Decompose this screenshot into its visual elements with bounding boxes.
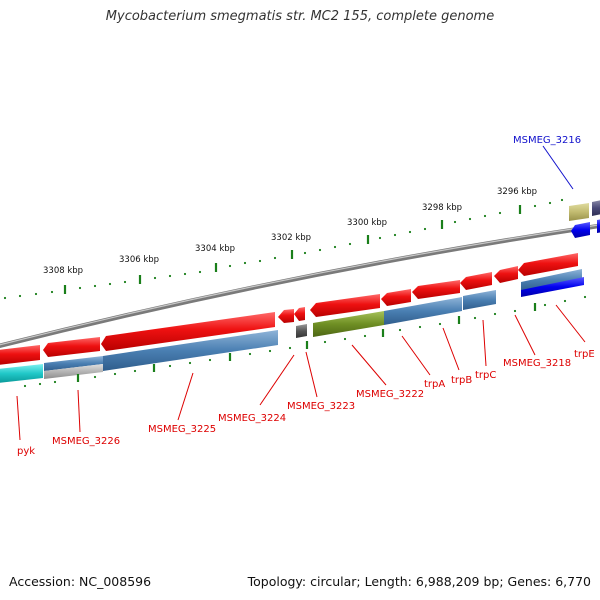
gene-labels: MSMEG_3216 trpE MSMEG_3218 trpC trpB trp… (17, 135, 595, 457)
inner-ruler-ticks (76, 303, 537, 382)
gene-label-trpB[interactable]: trpB (451, 375, 472, 386)
feature-bar[interactable] (569, 203, 589, 221)
gene-arrow[interactable] (494, 266, 518, 283)
gene-label-trpE[interactable]: trpE (574, 349, 595, 360)
gene-arrow[interactable] (278, 309, 294, 323)
gene-leader-line (542, 145, 574, 190)
gene-label-MSMEG_3225[interactable]: MSMEG_3225 (148, 424, 216, 435)
inner-ruler-dots (23, 295, 587, 388)
feature-bar[interactable] (103, 330, 278, 371)
ruler-label: 3306 kbp (119, 255, 159, 265)
feature-bar[interactable] (592, 200, 600, 216)
feature-bar[interactable] (44, 364, 103, 379)
gene-label-MSMEG_3216[interactable]: MSMEG_3216 (513, 135, 581, 146)
ruler-labels: 3296 kbp 3298 kbp 3300 kbp 3302 kbp 3304… (43, 187, 537, 276)
ruler-label: 3300 kbp (347, 218, 387, 228)
gene-arrow[interactable] (460, 272, 492, 290)
ruler-label: 3304 kbp (195, 244, 235, 254)
ruler-dots (3, 198, 564, 300)
feature-bar[interactable] (521, 277, 584, 297)
feature-bar[interactable] (384, 297, 462, 325)
gene-arrow[interactable] (310, 294, 380, 317)
feature-bar[interactable] (597, 219, 600, 233)
gene-arrow[interactable] (518, 253, 578, 276)
gene-label-MSMEG_3223[interactable]: MSMEG_3223 (287, 401, 355, 412)
feature-bar[interactable] (521, 269, 582, 291)
gene-label-MSMEG_3222[interactable]: MSMEG_3222 (356, 389, 424, 400)
ruler-label: 3298 kbp (422, 203, 462, 213)
gene-arrow[interactable] (101, 312, 275, 351)
gene-leader-lines (16, 304, 586, 441)
gene-arrow[interactable] (0, 345, 40, 365)
gene-arrow[interactable] (412, 280, 460, 299)
feature-bar[interactable] (296, 324, 307, 338)
feature-bar[interactable] (463, 290, 496, 310)
feature-bar[interactable] (0, 364, 43, 383)
genome-backbone (0, 223, 600, 349)
gene-label-MSMEG_3224[interactable]: MSMEG_3224 (218, 413, 286, 424)
feature-bar[interactable] (313, 311, 384, 337)
genome-title: Mycobacterium smegmatis str. MC2 155, co… (105, 9, 495, 24)
accession-label: Accession: NC_008596 (9, 574, 152, 589)
feature-bars (0, 200, 600, 383)
genome-summary: Topology: circular; Length: 6,988,209 bp… (247, 574, 591, 589)
gene-arrow[interactable] (381, 289, 411, 306)
gene-label-trpA[interactable]: trpA (424, 379, 445, 390)
gene-label-MSMEG_3218[interactable]: MSMEG_3218 (503, 358, 571, 369)
feature-bar[interactable] (44, 356, 103, 371)
gene-label-pyk[interactable]: pyk (17, 446, 35, 457)
gene-label-trpC[interactable]: trpC (475, 370, 496, 381)
gene-arrows-forward (0, 253, 578, 365)
feature-bar[interactable] (571, 222, 590, 238)
gene-label-MSMEG_3226[interactable]: MSMEG_3226 (52, 436, 120, 447)
ruler-label: 3302 kbp (271, 233, 311, 243)
gene-arrow[interactable] (294, 307, 305, 321)
gene-arrow[interactable] (43, 337, 100, 357)
ruler-label: 3296 kbp (497, 187, 537, 197)
ruler-major-ticks (63, 205, 522, 294)
ruler-label: 3308 kbp (43, 266, 83, 276)
